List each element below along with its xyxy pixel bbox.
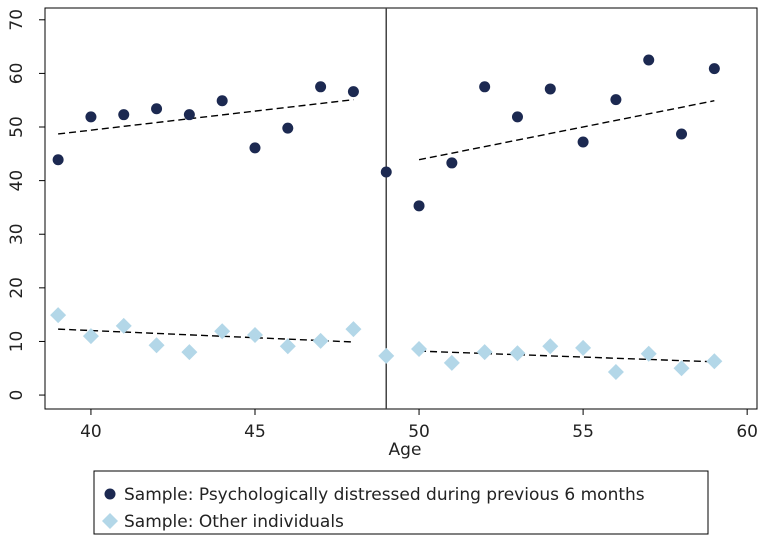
diamond-point (148, 337, 165, 354)
y-tick-label: 50 (7, 116, 27, 138)
diamond-point (82, 328, 99, 345)
circle-point (643, 54, 655, 66)
circle-point (413, 200, 425, 212)
circle-point (610, 94, 622, 106)
diamond-point (214, 323, 231, 340)
circle-point (479, 81, 491, 93)
circle-point (216, 95, 228, 107)
legend-label: Sample: Other individuals (124, 512, 344, 532)
diamond-point (411, 340, 428, 357)
circle-point (380, 166, 392, 178)
fit-line (58, 328, 354, 343)
circle-point (676, 128, 688, 140)
diamond-point (443, 354, 460, 371)
y-tick-label: 60 (7, 63, 27, 85)
circle-point (249, 142, 261, 154)
fit-line (418, 100, 715, 161)
circle-point (85, 111, 97, 123)
x-tick-label: 50 (408, 422, 430, 442)
x-tick-label: 40 (80, 422, 102, 442)
circle-point (446, 157, 458, 169)
diamond-point (115, 317, 132, 334)
x-tick-label: 60 (736, 422, 758, 442)
y-tick-label: 20 (7, 277, 27, 299)
circle-point (315, 81, 327, 93)
diamond-point (575, 339, 592, 356)
diamond-point (706, 353, 723, 370)
plot-frame (44, 7, 758, 410)
circle-point (282, 122, 294, 134)
circle-point (544, 83, 556, 95)
y-tick-label: 70 (7, 9, 27, 31)
diamond-point (607, 364, 624, 381)
diamond-point (542, 338, 559, 355)
y-tick-label: 10 (7, 331, 27, 353)
y-tick-label: 30 (7, 223, 27, 245)
diamond-point (246, 327, 263, 344)
fit-line (419, 350, 715, 363)
circle-point (118, 109, 130, 121)
diamond-point (476, 344, 493, 361)
circle-point (577, 136, 589, 148)
diamond-point (312, 332, 329, 349)
diamond-point (345, 321, 362, 338)
diamond-point (509, 345, 526, 362)
circle-point (183, 109, 195, 121)
circle-point (347, 86, 359, 98)
legend-box (93, 470, 709, 535)
diamond-point (279, 338, 296, 355)
legend-label: Sample: Psychologically distressed durin… (124, 485, 645, 505)
circle-point (151, 103, 163, 115)
x-tick-label: 45 (244, 422, 266, 442)
diamond-point (378, 347, 395, 364)
y-tick-label: 0 (7, 390, 27, 401)
diamond-point (673, 360, 690, 377)
diamond-point (102, 513, 118, 529)
diamond-point (50, 307, 67, 324)
fit-line (58, 98, 354, 135)
circle-point (52, 154, 64, 166)
y-tick-label: 40 (7, 170, 27, 192)
circle-point (511, 111, 523, 123)
circle-point (708, 63, 720, 75)
x-axis-label: Age (389, 440, 422, 460)
diamond-point (181, 344, 198, 361)
diamond-point (640, 345, 657, 362)
circle-point (104, 488, 116, 500)
x-tick-label: 55 (572, 422, 594, 442)
